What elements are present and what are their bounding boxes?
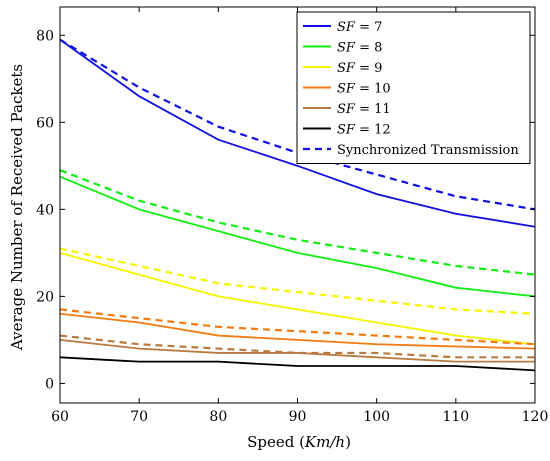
- legend-label-sync: Synchronized Transmission: [337, 143, 519, 158]
- x-tick-label: 90: [289, 409, 307, 425]
- x-tick-label: 100: [363, 409, 390, 425]
- legend-label: SF = 8: [337, 41, 382, 56]
- x-tick-label: 60: [51, 409, 69, 425]
- legend: SF = 7 SF = 8 SF = 9 SF = 10 SF = 11 SF = 12 S…: [296, 11, 531, 164]
- legend-label: SF = 12: [337, 123, 391, 138]
- y-axis-label: Average Number of Received Packets: [8, 64, 26, 351]
- x-tick-label: 80: [209, 409, 227, 425]
- axis-layer: 60 70 80 90 100 110 120 0 20 40 60 80: [36, 6, 549, 425]
- y-tick-label: 40: [36, 202, 54, 218]
- y-tick-label: 60: [36, 115, 54, 131]
- legend-label: SF = 7: [337, 20, 382, 35]
- x-tick-label: 70: [130, 409, 148, 425]
- legend-label: SF = 11: [337, 102, 391, 117]
- legend-label: SF = 10: [337, 82, 391, 97]
- series-5-sync-line: [59, 334, 535, 359]
- series-5-line: [59, 339, 535, 363]
- y-tick-label: 0: [45, 376, 54, 392]
- series-3-sync-line: [59, 247, 536, 315]
- legend-box: [296, 11, 531, 164]
- x-tick-label: 120: [522, 409, 549, 425]
- series-2-line: [59, 175, 536, 298]
- y-tick-label: 20: [36, 289, 54, 305]
- series-3-line: [59, 252, 536, 346]
- series-4-sync-line: [59, 308, 536, 346]
- series-4-line: [59, 312, 536, 350]
- series-6-line: [59, 356, 536, 372]
- series-2-sync-line: [59, 169, 536, 276]
- y-tick-label: 80: [36, 28, 54, 44]
- x-tick-label: 110: [442, 409, 469, 425]
- x-axis-label: Speed (Km/h): [247, 433, 351, 451]
- series-1-line: [59, 38, 536, 228]
- legend-label: SF = 9: [337, 61, 382, 76]
